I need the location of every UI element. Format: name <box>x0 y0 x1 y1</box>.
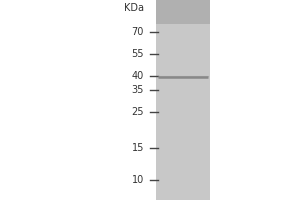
Text: 15: 15 <box>132 143 144 153</box>
Text: 10: 10 <box>132 175 144 185</box>
Text: 40: 40 <box>132 71 144 81</box>
Bar <box>156 0 210 24</box>
Text: KDa: KDa <box>124 3 144 13</box>
Text: 70: 70 <box>132 27 144 37</box>
Text: 55: 55 <box>131 49 144 59</box>
Text: 25: 25 <box>131 107 144 117</box>
Bar <box>156 0 210 200</box>
Text: 35: 35 <box>132 85 144 95</box>
